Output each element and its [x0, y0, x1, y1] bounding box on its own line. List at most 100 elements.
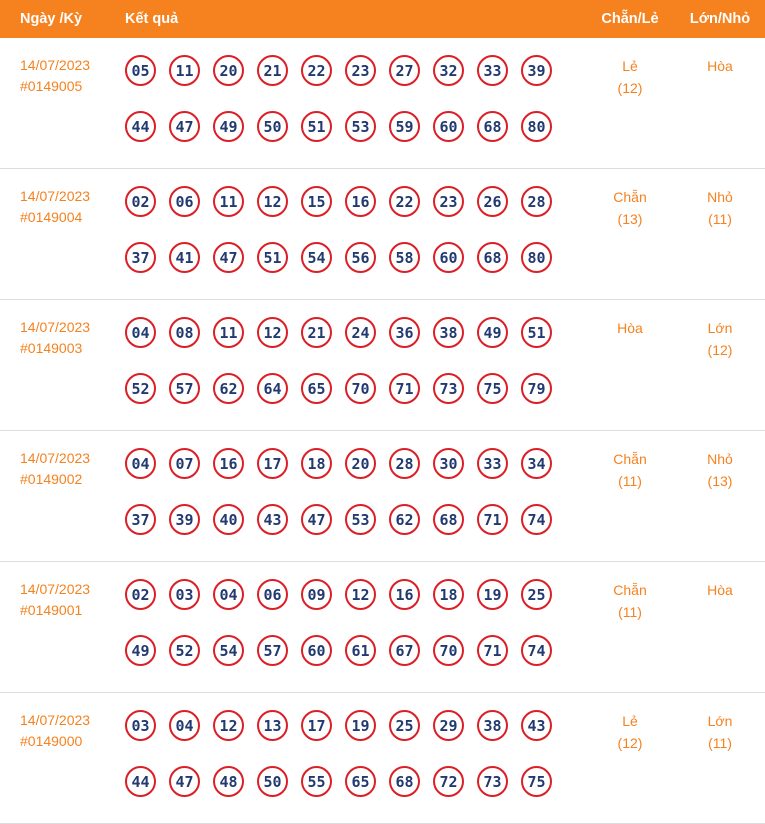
lottery-number-ball: 21 [257, 55, 288, 86]
lottery-number-ball: 54 [301, 242, 332, 273]
lottery-number-ball: 61 [345, 635, 376, 666]
numbers-line-1: 05 11 20 21 22 23 27 32 33 39 [125, 55, 585, 86]
lottery-number-ball: 38 [433, 317, 464, 348]
big-small-label: Nhỏ [707, 451, 733, 467]
lottery-number-ball: 53 [345, 504, 376, 535]
lottery-number-ball: 56 [345, 242, 376, 273]
lottery-number-ball: 73 [477, 766, 508, 797]
big-small-cell: Nhỏ (13) [675, 448, 765, 561]
lottery-number-ball: 54 [213, 635, 244, 666]
lottery-number-ball: 23 [345, 55, 376, 86]
draw-period: #0149004 [20, 209, 83, 225]
even-odd-label: Lẻ [622, 58, 638, 74]
lottery-number-ball: 75 [521, 766, 552, 797]
lottery-number-ball: 65 [345, 766, 376, 797]
lottery-number-ball: 37 [125, 504, 156, 535]
numbers-line-2: 44 47 48 50 55 65 68 72 73 75 [125, 766, 585, 797]
lottery-number-ball: 21 [301, 317, 332, 348]
lottery-number-ball: 11 [169, 55, 200, 86]
lottery-number-ball: 06 [169, 186, 200, 217]
even-odd-count: (11) [618, 604, 642, 620]
lottery-number-ball: 22 [389, 186, 420, 217]
date-period-cell: 14/07/2023 #0149005 [20, 55, 125, 168]
date-period-cell: 14/07/2023 #0149002 [20, 448, 125, 561]
numbers-cell: 03 04 12 13 17 19 25 29 38 43 44 47 48 50 55 65 68 72 73 7… [125, 710, 585, 823]
lottery-number-ball: 43 [257, 504, 288, 535]
lottery-number-ball: 20 [345, 448, 376, 479]
lottery-number-ball: 74 [521, 635, 552, 666]
lottery-number-ball: 30 [433, 448, 464, 479]
lottery-number-ball: 75 [477, 373, 508, 404]
big-small-count: (11) [708, 211, 732, 227]
numbers-line-1: 02 06 11 12 15 16 22 23 26 28 [125, 186, 585, 217]
lottery-number-ball: 18 [433, 579, 464, 610]
lottery-number-ball: 60 [433, 242, 464, 273]
lottery-number-ball: 52 [169, 635, 200, 666]
lottery-number-ball: 67 [389, 635, 420, 666]
lottery-number-ball: 16 [345, 186, 376, 217]
lottery-number-ball: 16 [213, 448, 244, 479]
lottery-number-ball: 12 [257, 186, 288, 217]
even-odd-cell: Lẻ (12) [585, 710, 675, 823]
date-period-cell: 14/07/2023 #0149001 [20, 579, 125, 692]
lottery-number-ball: 60 [301, 635, 332, 666]
lottery-number-ball: 57 [169, 373, 200, 404]
numbers-line-2: 49 52 54 57 60 61 67 70 71 74 [125, 635, 585, 666]
header-big-small: Lớn/Nhỏ [689, 11, 751, 27]
draw-date: 14/07/2023 [20, 450, 91, 466]
draw-period: #0149001 [20, 602, 83, 618]
lottery-number-ball: 40 [213, 504, 244, 535]
even-odd-count: (11) [618, 473, 642, 489]
lottery-number-ball: 08 [169, 317, 200, 348]
lottery-number-ball: 25 [521, 579, 552, 610]
lottery-number-ball: 79 [521, 373, 552, 404]
numbers-cell: 04 08 11 12 21 24 36 38 49 51 52 57 62 64 65 70 71 73 75 7… [125, 317, 585, 430]
numbers-cell: 02 03 04 06 09 12 16 18 19 25 49 52 54 57 60 61 67 70 71 7… [125, 579, 585, 692]
lottery-number-ball: 02 [125, 579, 156, 610]
draw-period: #0149000 [20, 733, 83, 749]
big-small-label: Lớn [707, 320, 733, 336]
lottery-number-ball: 12 [213, 710, 244, 741]
lottery-number-ball: 04 [125, 317, 156, 348]
lottery-number-ball: 37 [125, 242, 156, 273]
lottery-number-ball: 68 [389, 766, 420, 797]
big-small-cell: Lớn (12) [675, 317, 765, 430]
lottery-number-ball: 62 [389, 504, 420, 535]
lottery-number-ball: 39 [521, 55, 552, 86]
even-odd-label: Chẵn [613, 582, 647, 598]
big-small-cell: Hòa [675, 579, 765, 692]
big-small-count: (11) [708, 735, 732, 751]
lottery-number-ball: 60 [433, 111, 464, 142]
header-result: Kết quả [125, 11, 179, 27]
lottery-number-ball: 19 [345, 710, 376, 741]
date-period-cell: 14/07/2023 #0149000 [20, 710, 125, 823]
lottery-number-ball: 06 [257, 579, 288, 610]
lottery-number-ball: 29 [433, 710, 464, 741]
big-small-cell: Nhỏ (11) [675, 186, 765, 299]
lottery-number-ball: 27 [389, 55, 420, 86]
table-header: Ngày /Kỳ Kết quả Chẵn/Lẻ Lớn/Nhỏ [0, 0, 765, 38]
lottery-number-ball: 44 [125, 766, 156, 797]
lottery-number-ball: 38 [477, 710, 508, 741]
even-odd-label: Hòa [617, 320, 643, 336]
lottery-number-ball: 52 [125, 373, 156, 404]
big-small-cell: Hòa [675, 55, 765, 168]
draw-date: 14/07/2023 [20, 57, 91, 73]
lottery-number-ball: 17 [257, 448, 288, 479]
result-row: 14/07/2023 #0149005 05 11 20 21 22 23 27 32 33 39… [0, 38, 765, 169]
lottery-number-ball: 48 [213, 766, 244, 797]
lottery-number-ball: 41 [169, 242, 200, 273]
lottery-number-ball: 18 [301, 448, 332, 479]
big-small-cell: Lớn (11) [675, 710, 765, 823]
even-odd-label: Lẻ [622, 713, 638, 729]
lottery-number-ball: 49 [477, 317, 508, 348]
lottery-number-ball: 04 [169, 710, 200, 741]
big-small-label: Hòa [707, 582, 733, 598]
header-even-odd: Chẵn/Lẻ [601, 11, 659, 27]
numbers-line-2: 44 47 49 50 51 53 59 60 68 80 [125, 111, 585, 142]
even-odd-count: (13) [617, 211, 643, 227]
result-row: 14/07/2023 #0149004 02 06 11 12 15 16 22 23 26 28… [0, 169, 765, 300]
lottery-number-ball: 72 [433, 766, 464, 797]
lottery-number-ball: 28 [521, 186, 552, 217]
